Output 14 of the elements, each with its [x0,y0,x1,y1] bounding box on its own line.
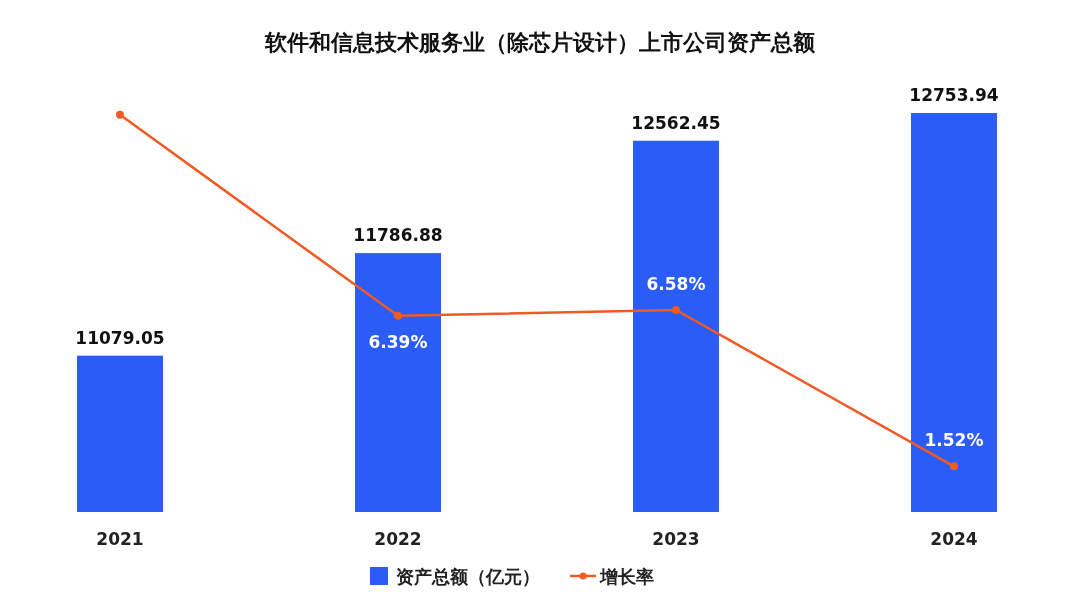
chart-title: 软件和信息技术服务业（除芯片设计）上市公司资产总额 [264,30,816,55]
data-label: 6.58% [646,273,706,294]
data-label: 12753.94 [909,85,999,105]
data-label: 6.39% [368,331,428,352]
data-label: 11786.88 [353,225,443,246]
x-tick-label: 2024 [930,529,978,549]
x-tick-label: 2021 [96,529,144,549]
x-tick-label: 2022 [374,529,422,549]
data-label: 11079.05 [75,327,165,348]
legend-label: 增长率 [599,566,654,587]
data-label: 12562.45 [631,112,721,133]
legend-label: 资产总额（亿元） [396,566,540,587]
x-tick-label: 2023 [652,529,700,549]
data-label: 1.52% [924,430,984,451]
